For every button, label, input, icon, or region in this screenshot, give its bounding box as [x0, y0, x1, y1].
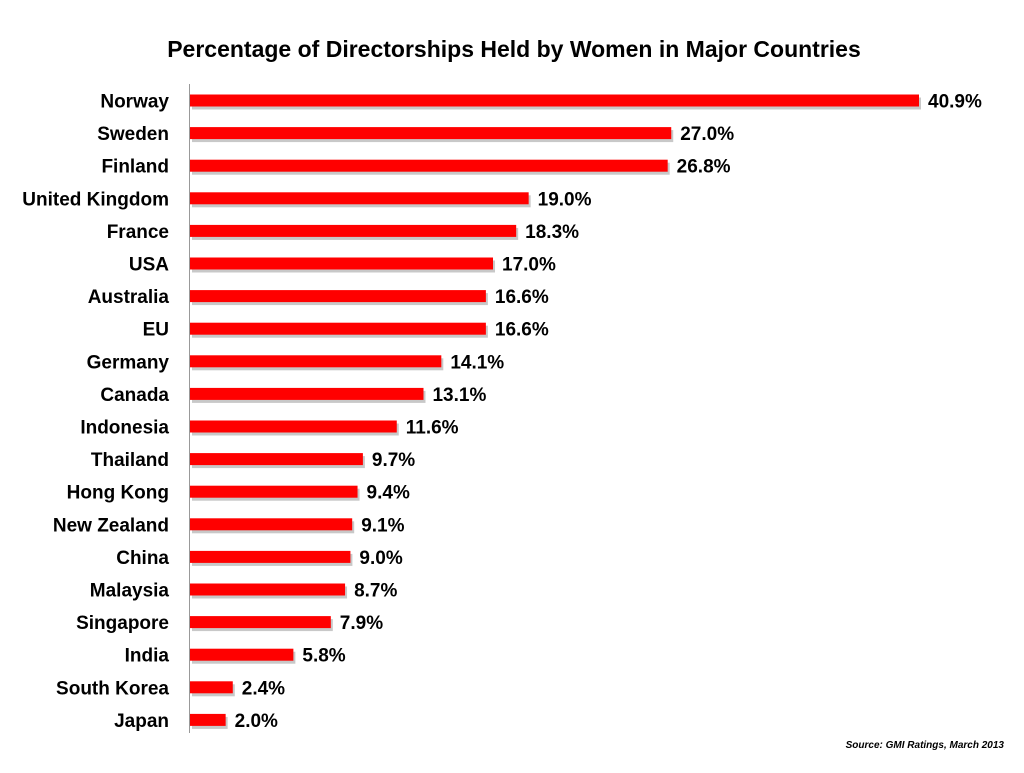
value-label: 9.0% [359, 548, 402, 569]
category-label: Indonesia [80, 418, 169, 439]
category-label: Hong Kong [67, 483, 169, 504]
category-label: France [107, 222, 169, 243]
value-label: 7.9% [340, 613, 383, 634]
value-label: 18.3% [525, 222, 579, 243]
category-label: Canada [100, 385, 169, 406]
bar-sweden [190, 127, 672, 140]
bar-thailand [190, 453, 363, 466]
source-note: Source: GMI Ratings, March 2013 [846, 740, 1005, 751]
bar-usa [190, 257, 494, 270]
bar-india [190, 648, 294, 661]
bar-united-kingdom [190, 192, 529, 205]
bar-new-zealand [190, 518, 353, 531]
value-label: 8.7% [354, 581, 397, 602]
category-label: New Zealand [53, 515, 169, 536]
labels-layer: Norway 40.9% Sweden 27.0% Finland 26.8% United… [22, 92, 982, 732]
bar-canada [190, 387, 424, 400]
category-label: United Kingdom [22, 189, 169, 210]
bar-eu [190, 322, 486, 335]
value-label: 19.0% [538, 189, 592, 210]
bar-malaysia [190, 583, 346, 596]
bar-china [190, 550, 351, 563]
category-label: Norway [100, 92, 169, 113]
value-label: 9.7% [372, 450, 415, 471]
category-label: Thailand [91, 450, 169, 471]
value-label: 13.1% [432, 385, 486, 406]
value-label: 27.0% [680, 124, 734, 145]
category-label: USA [129, 255, 169, 276]
bar-indonesia [190, 420, 397, 433]
category-label: Australia [88, 287, 170, 308]
value-label: 11.6% [406, 418, 459, 439]
value-label: 14.1% [450, 352, 504, 373]
category-label: Sweden [97, 124, 169, 145]
bar-france [190, 224, 517, 237]
bar-singapore [190, 616, 331, 629]
bar-australia [190, 290, 486, 303]
category-label: India [125, 646, 170, 667]
chart-title: Percentage of Directorships Held by Wome… [167, 36, 861, 62]
value-label: 9.4% [367, 483, 410, 504]
value-label: 2.0% [235, 711, 278, 732]
value-label: 26.8% [677, 157, 731, 178]
category-label: South Korea [56, 678, 169, 699]
bar-hong-kong [190, 485, 358, 498]
value-label: 16.6% [495, 287, 549, 308]
bar-japan [190, 713, 226, 726]
value-label: 9.1% [361, 515, 404, 536]
bar-germany [190, 355, 442, 368]
category-label: EU [143, 320, 169, 341]
bar-south-korea [190, 681, 233, 694]
category-label: Singapore [76, 613, 169, 634]
value-label: 40.9% [928, 92, 982, 113]
category-label: Germany [87, 352, 170, 373]
bar-finland [190, 159, 668, 172]
category-label: Finland [101, 157, 169, 178]
value-label: 17.0% [502, 255, 556, 276]
bars-layer [190, 94, 921, 729]
value-label: 16.6% [495, 320, 549, 341]
value-label: 5.8% [302, 646, 345, 667]
category-label: Japan [114, 711, 169, 732]
bar-norway [190, 94, 919, 107]
category-label: Malaysia [90, 581, 170, 602]
category-label: China [116, 548, 169, 569]
value-label: 2.4% [242, 678, 285, 699]
